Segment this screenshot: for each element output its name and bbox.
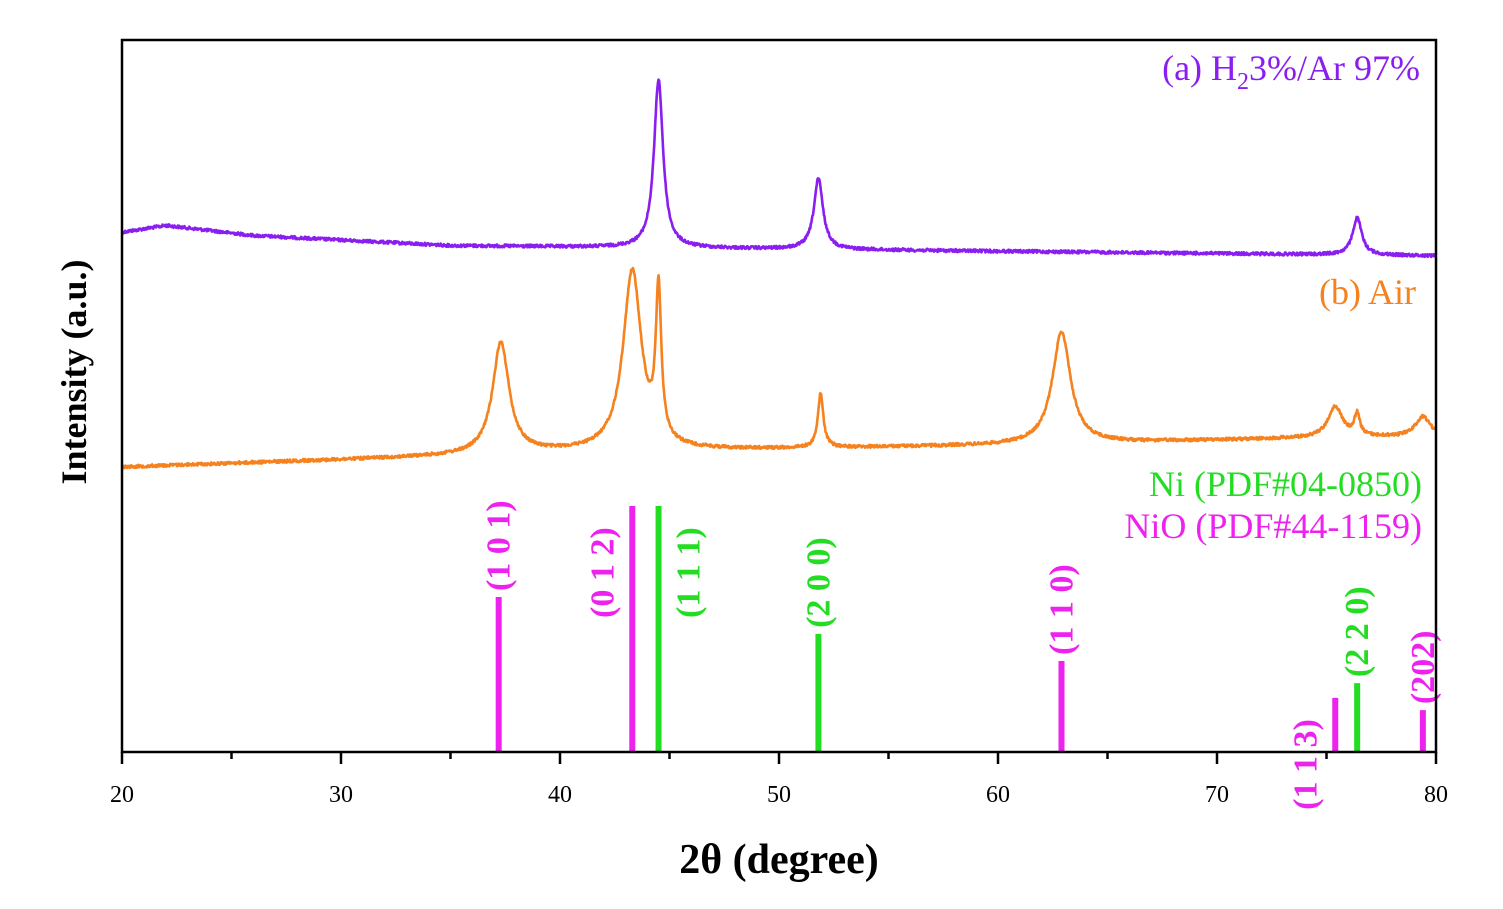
legend-series-a-subscript: 2 xyxy=(1237,69,1249,95)
x-tick-label: 50 xyxy=(767,782,791,808)
series-layer xyxy=(120,78,1438,470)
x-tick-label: 70 xyxy=(1205,782,1229,808)
x-tick-label: 80 xyxy=(1424,782,1448,808)
reference-layer: (1 1 1) (2 0 0) (2 2 0) (1 0 1) (0 1 2) (1 1 … xyxy=(481,500,1442,810)
series-a-line xyxy=(120,78,1437,259)
nio-hkl-label: (1 1 0) xyxy=(1044,564,1081,655)
x-tick-label: 20 xyxy=(110,782,134,808)
ni-hkl-label: (2 2 0) xyxy=(1339,586,1376,677)
legend-ni-reference: Ni (PDF#04-0850) xyxy=(1149,464,1422,504)
x-tick-label: 40 xyxy=(548,782,572,808)
x-tick-label: 30 xyxy=(329,782,353,808)
legend-series-a-prefix: (a) H xyxy=(1162,48,1237,88)
ni-hkl-label: (1 1 1) xyxy=(671,527,708,618)
nio-hkl-label: (1 1 3) xyxy=(1287,719,1324,810)
series-b-line xyxy=(121,266,1438,470)
x-axis-title: 2θ (degree) xyxy=(679,837,879,883)
legend-series-a: (a) H23%/Ar 97% xyxy=(1162,48,1420,95)
x-tick-label: 60 xyxy=(986,782,1010,808)
legend-series-b: (b) Air xyxy=(1319,272,1416,312)
ni-hkl-label: (2 0 0) xyxy=(800,537,837,628)
nio-hkl-label: (0 1 2) xyxy=(584,527,621,618)
legend-nio-reference: NiO (PDF#44-1159) xyxy=(1124,506,1422,546)
x-axis: 20 30 40 50 60 70 80 xyxy=(110,752,1448,808)
nio-hkl-label: (1 0 1) xyxy=(481,500,518,591)
legend-series-a-suffix: 3%/Ar 97% xyxy=(1249,48,1420,88)
y-axis-title: Intensity (a.u.) xyxy=(54,259,94,484)
